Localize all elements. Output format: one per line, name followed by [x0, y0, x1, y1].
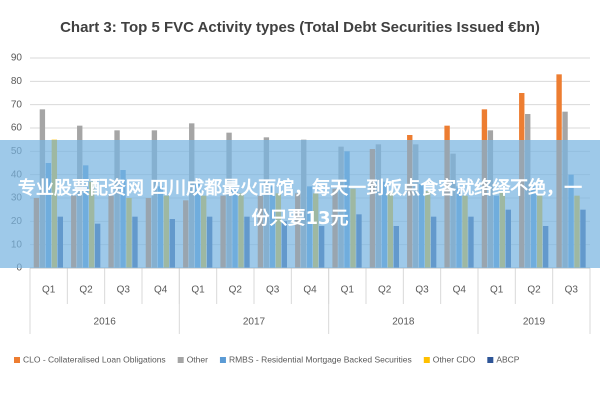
- legend-swatch: [177, 357, 184, 363]
- x-tick-label: Q3: [117, 285, 131, 296]
- x-tick-label: Q1: [42, 285, 56, 296]
- overlay-banner: 专业股票配资网 四川成都最火面馆，每天一到饭点食客就络绎不绝，一份只要13元: [0, 140, 600, 268]
- legend-label: RMBS - Residential Mortgage Backed Secur…: [229, 354, 412, 364]
- x-tick-label: Q2: [527, 285, 541, 296]
- legend-swatch: [219, 357, 226, 363]
- y-tick-label: 90: [11, 53, 23, 64]
- x-tick-label: Q2: [229, 285, 243, 296]
- legend-label: CLO - Collateralised Loan Obligations: [23, 354, 166, 364]
- group-label: 2016: [94, 317, 117, 328]
- x-tick-label: Q4: [303, 285, 317, 296]
- x-tick-label: Q1: [191, 285, 205, 296]
- y-tick-label: 0: [16, 263, 22, 274]
- legend-label: Other: [187, 354, 208, 364]
- legend-swatch: [487, 357, 494, 363]
- x-tick-label: Q3: [565, 285, 579, 296]
- y-tick-label: 80: [11, 76, 23, 87]
- y-tick-label: 70: [11, 99, 23, 110]
- group-label: 2018: [392, 317, 415, 328]
- x-tick-label: Q4: [154, 285, 168, 296]
- chart-title: Chart 3: Top 5 FVC Activity types (Total…: [60, 19, 540, 36]
- legend-swatch: [423, 357, 430, 363]
- group-label: 2019: [523, 317, 546, 328]
- x-tick-label: Q3: [415, 285, 429, 296]
- x-tick-label: Q2: [378, 285, 392, 296]
- x-tick-label: Q3: [266, 285, 280, 296]
- legend-swatch: [14, 357, 20, 363]
- x-tick-label: Q1: [341, 285, 355, 296]
- overlay-text: 专业股票配资网 四川成都最火面馆，每天一到饭点食客就络绎不绝，一份只要13元: [17, 178, 583, 229]
- x-tick-label: Q2: [79, 285, 93, 296]
- legend-label: ABCP: [496, 354, 519, 364]
- x-tick-label: Q1: [490, 285, 504, 296]
- legend-label: Other CDO: [433, 354, 476, 364]
- x-tick-label: Q4: [453, 285, 467, 296]
- y-tick-label: 60: [11, 123, 23, 134]
- group-label: 2017: [243, 317, 266, 328]
